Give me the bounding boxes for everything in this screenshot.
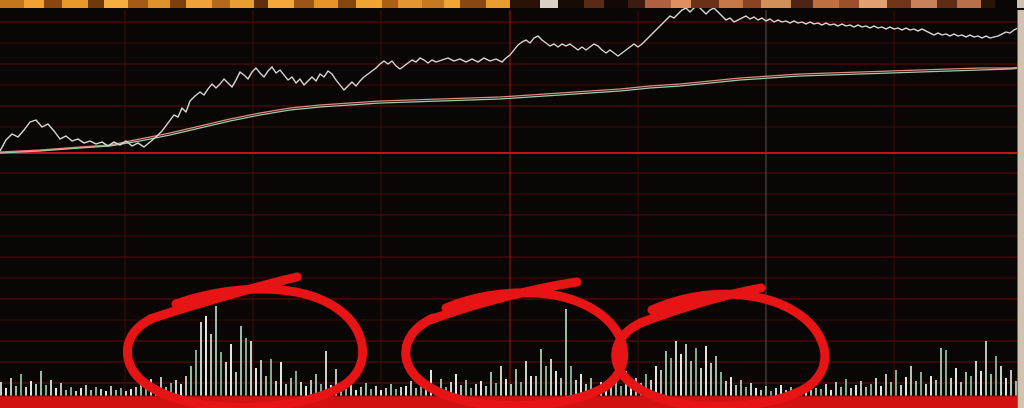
annotation-circle-volume-spike-1 (122, 272, 368, 408)
top-strip-block (44, 0, 62, 8)
top-strip-block (382, 0, 398, 8)
top-strip-block (584, 0, 604, 8)
top-strip-block (957, 0, 981, 8)
top-strip-block (212, 0, 230, 8)
vertical-gridlines (124, 10, 895, 396)
top-strip-block (859, 0, 887, 8)
top-strip-block (761, 0, 791, 8)
top-strip-block (743, 0, 761, 8)
top-strip-block (24, 0, 44, 8)
top-strip-block (444, 0, 460, 8)
annotation-circle-volume-spike-2 (401, 277, 629, 408)
top-strip-partial-window (0, 0, 1024, 8)
top-strip-block (604, 0, 628, 8)
top-strip-block (0, 0, 24, 8)
top-strip-block (170, 0, 186, 8)
top-strip-block (510, 0, 540, 8)
top-strip-block (540, 0, 558, 8)
top-strip-block (422, 0, 444, 8)
top-strip-block (88, 0, 104, 8)
price-line (0, 5, 1024, 152)
top-strip-block (671, 0, 691, 8)
top-strip-block (558, 0, 584, 8)
top-strip-block (645, 0, 671, 8)
avg-line-primary (0, 66, 1024, 153)
top-strip-block (813, 0, 839, 8)
top-strip-block (839, 0, 859, 8)
right-window-edge (1017, 10, 1024, 408)
top-strip-block (254, 0, 268, 8)
top-strip-block (628, 0, 645, 8)
top-strip-block (995, 0, 1017, 8)
top-strip-block (981, 0, 995, 8)
top-strip-block (268, 0, 294, 8)
top-strip-block (398, 0, 422, 8)
top-strip-block (148, 0, 170, 8)
top-strip-block (186, 0, 212, 8)
top-strip-block (62, 0, 88, 8)
top-strip-block (719, 0, 743, 8)
volume-bars (0, 306, 1017, 396)
avg-line-secondary (0, 67, 1024, 154)
top-strip-block (104, 0, 128, 8)
top-strip-block (937, 0, 957, 8)
top-strip-block (791, 0, 813, 8)
top-strip-block (338, 0, 356, 8)
top-strip-block (314, 0, 338, 8)
top-strip-block (230, 0, 254, 8)
top-strip-block (294, 0, 314, 8)
top-strip-block (356, 0, 382, 8)
top-strip-block (887, 0, 911, 8)
top-strip-block (691, 0, 719, 8)
top-strip-block (460, 0, 486, 8)
annotation-circles (122, 272, 830, 408)
annotation-circle-volume-spike-3 (611, 283, 830, 408)
top-strip-block (911, 0, 937, 8)
horizontal-gridlines (0, 21, 1024, 384)
top-strip-block (128, 0, 148, 8)
top-strip-block (1017, 0, 1024, 8)
top-strip-block (486, 0, 510, 8)
